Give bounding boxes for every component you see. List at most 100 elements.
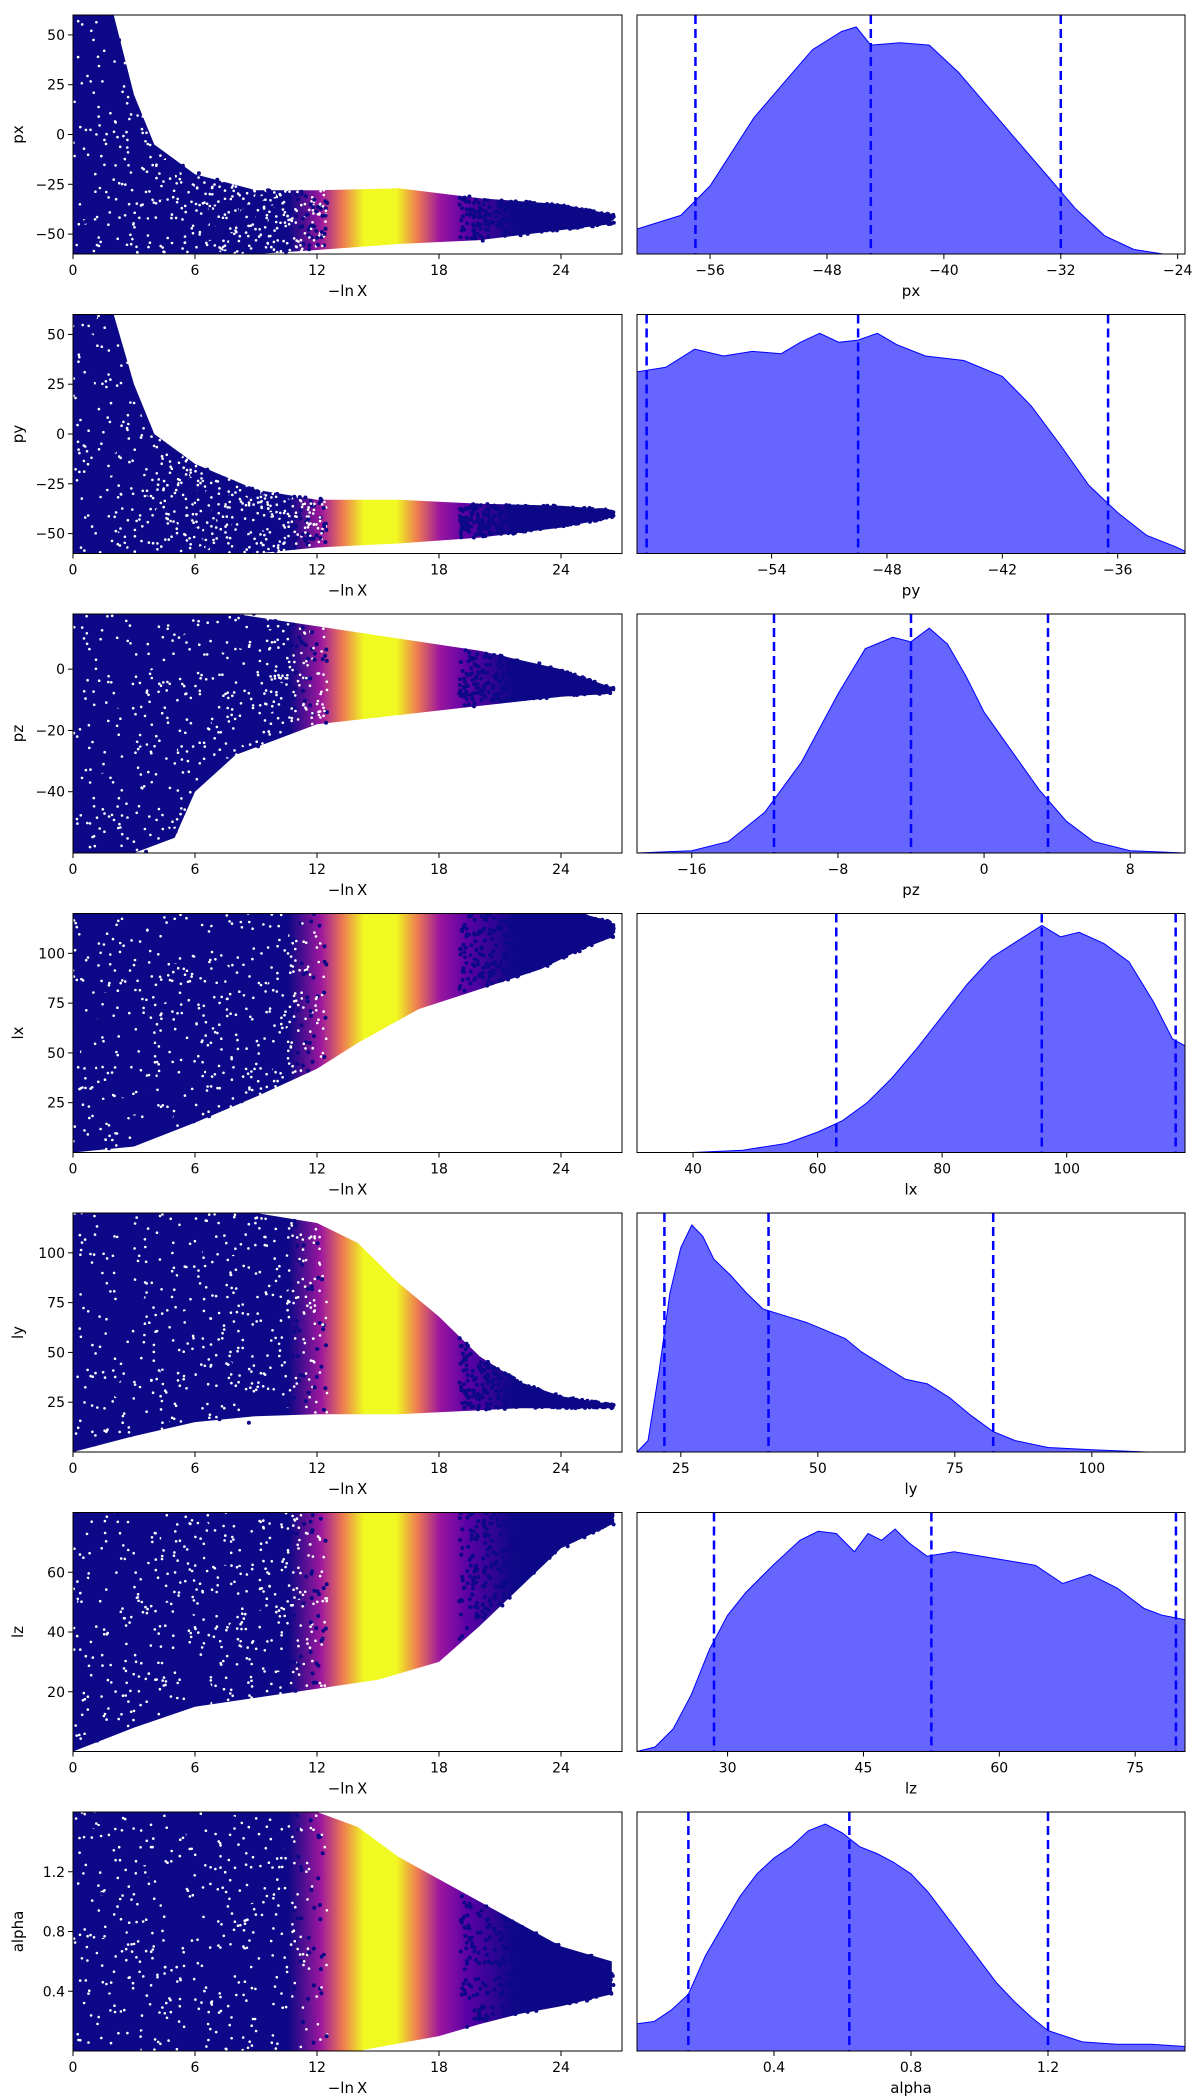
x-tick-label: 0: [69, 263, 78, 279]
y-tick-label: −20: [35, 723, 65, 739]
x-tick-label: 0: [69, 1162, 78, 1178]
x-tick-label: 80: [933, 1162, 951, 1178]
x-tick-label: 18: [430, 2060, 448, 2076]
x-tick-label: 12: [308, 2060, 326, 2076]
y-tick-label: 100: [38, 1246, 65, 1262]
y-tick-label: 50: [47, 327, 65, 343]
x-tick-label: 60: [809, 1162, 827, 1178]
posterior-frame: [636, 14, 1186, 255]
x-tick-label: 0.4: [763, 2060, 785, 2076]
posterior-frame: [636, 314, 1186, 554]
trace-panel-alpha: 0 6 12 18 24 0.4 0.8 1.2 −ln X alpha: [9, 1811, 623, 2097]
x-tick-label: 100: [1053, 1162, 1080, 1178]
kde-area: [637, 332, 1185, 554]
trace-frame: [72, 913, 623, 1153]
x-tick-label: 24: [552, 1162, 570, 1178]
x-tick-label: 30: [719, 1761, 737, 1777]
x-tick-label: 18: [430, 862, 448, 878]
posterior-panel-ly: 25 50 75 100 ly: [636, 1212, 1186, 1498]
trace-panel-ly: 0 6 12 18 24 25 50 75 100 −ln X ly: [9, 1212, 623, 1498]
live-points-cloud: [73, 15, 612, 254]
y-tick-label: 25: [47, 78, 65, 94]
trace-frame: [72, 1212, 623, 1453]
x-tick-label: 100: [1078, 1461, 1105, 1477]
x-axis-label: lx: [904, 1181, 917, 1199]
y-tick-label: 25: [47, 1096, 65, 1112]
x-tick-label: 12: [308, 1761, 326, 1777]
x-tick-label: 24: [552, 1461, 570, 1477]
x-axis-label: −ln X: [328, 582, 368, 600]
y-tick-label: 0.4: [43, 1984, 65, 2000]
x-tick-label: 6: [191, 263, 200, 279]
y-tick-label: 50: [47, 1046, 65, 1062]
x-tick-label: −42: [988, 563, 1018, 579]
posterior-panel-px: −56 −48 −40 −32 −24 px: [636, 14, 1193, 300]
live-points-speckle: [73, 913, 616, 1151]
x-axis-label: ly: [904, 1480, 917, 1498]
x-tick-label: 75: [1126, 1761, 1144, 1777]
x-axis-label: −ln X: [328, 1480, 368, 1498]
x-tick-label: 12: [308, 263, 326, 279]
live-points-speckle: [73, 1812, 616, 2051]
x-axis-label: −ln X: [328, 881, 368, 899]
x-tick-label: 6: [191, 862, 200, 878]
y-axis-label: alpha: [9, 1911, 27, 1953]
y-tick-label: 50: [47, 1345, 65, 1361]
x-tick-label: −54: [757, 563, 787, 579]
posterior-panel-alpha: 0.4 0.8 1.2 alpha: [636, 1811, 1186, 2097]
x-axis-label: px: [902, 282, 921, 300]
x-tick-label: −36: [1103, 563, 1133, 579]
y-tick-label: 75: [47, 1296, 65, 1312]
x-tick-label: 6: [191, 563, 200, 579]
trace-panel-pz: 0 6 12 18 24 −40 −20 0 −ln X pz: [9, 613, 623, 899]
x-tick-label: 24: [552, 2060, 570, 2076]
x-tick-label: 0.8: [900, 2060, 922, 2076]
x-tick-label: 18: [430, 1761, 448, 1777]
posterior-panel-pz: −16 −8 0 8 pz: [636, 613, 1186, 899]
x-tick-label: 0: [69, 1761, 78, 1777]
x-tick-label: −16: [677, 862, 707, 878]
trace-panel-lx: 0 6 12 18 24 25 50 75 100 −ln X lx: [9, 913, 623, 1199]
y-tick-label: 0.8: [43, 1925, 65, 1941]
y-tick-label: 25: [47, 1395, 65, 1411]
trace-panel-lz: 0 6 12 18 24 20 40 60 −ln X lz: [9, 1512, 623, 1798]
x-axis-label: pz: [902, 881, 920, 899]
y-tick-label: 1.2: [43, 1865, 65, 1881]
y-tick-label: 40: [47, 1625, 65, 1641]
x-tick-label: −40: [929, 263, 959, 279]
y-tick-label: 0: [56, 427, 65, 443]
x-tick-label: 60: [990, 1761, 1008, 1777]
y-axis-label: lz: [9, 1626, 27, 1638]
x-tick-label: 0: [69, 2060, 78, 2076]
trace-panel-py: 0 6 12 18 24 −50 −25 0 25 50 −ln X py: [9, 314, 623, 600]
x-tick-label: 24: [552, 1761, 570, 1777]
x-tick-label: 1.2: [1037, 2060, 1059, 2076]
y-tick-label: −50: [35, 227, 65, 243]
x-tick-label: 25: [672, 1461, 690, 1477]
live-points-cloud: [73, 1512, 612, 1752]
x-tick-label: 24: [552, 263, 570, 279]
live-points-cloud: [73, 314, 612, 554]
posterior-frame: [636, 913, 1186, 1153]
x-tick-label: 0: [69, 1461, 78, 1477]
y-tick-label: 50: [47, 28, 65, 44]
x-tick-label: 12: [308, 1162, 326, 1178]
y-tick-label: 100: [38, 946, 65, 962]
x-tick-label: 0: [69, 862, 78, 878]
live-points-cloud: [73, 1213, 612, 1452]
live-points-cloud: [73, 614, 612, 853]
posterior-frame: [636, 613, 1186, 854]
x-tick-label: 6: [191, 1461, 200, 1477]
x-tick-label: 6: [191, 1162, 200, 1178]
kde-area: [637, 1528, 1185, 1752]
kde-area: [637, 1224, 1185, 1452]
y-tick-label: 60: [47, 1565, 65, 1581]
x-tick-label: 6: [191, 2060, 200, 2076]
x-axis-label: −ln X: [328, 2079, 368, 2097]
x-tick-label: 40: [684, 1162, 702, 1178]
trace-frame: [72, 613, 623, 854]
y-axis-label: pz: [9, 725, 27, 743]
y-axis-label: lx: [9, 1026, 27, 1039]
y-axis-label: ly: [9, 1326, 27, 1339]
